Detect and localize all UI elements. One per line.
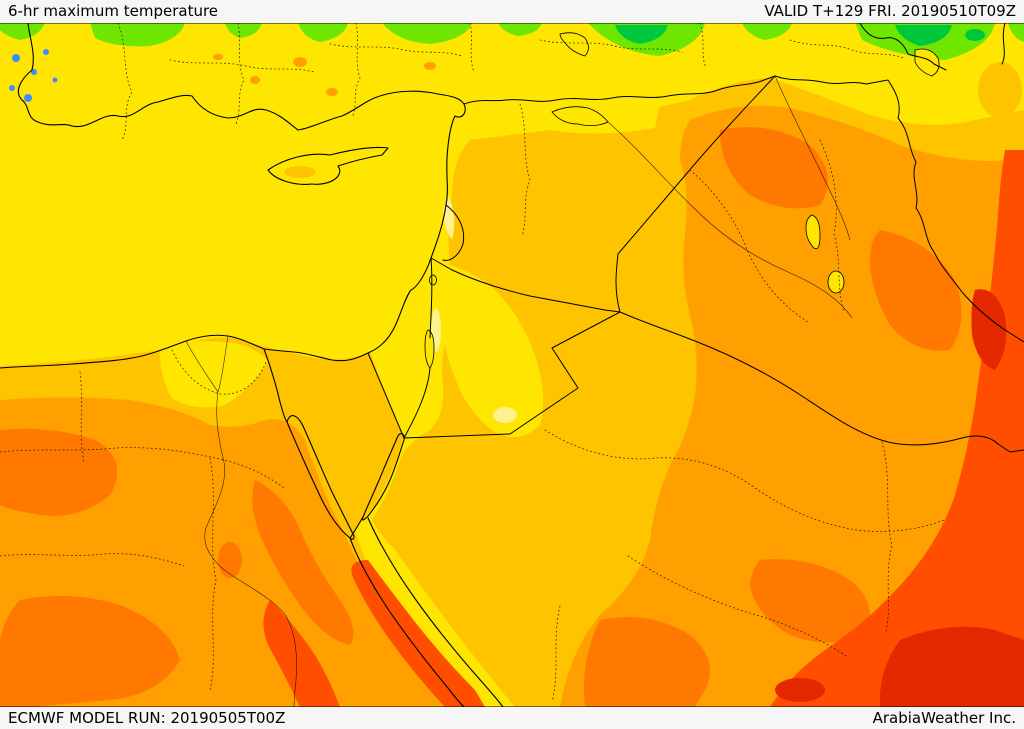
model-run-label: ECMWF MODEL RUN: 20190505T00Z [8, 708, 286, 727]
map-title: 6-hr maximum temperature [8, 2, 219, 20]
footer-bar: ECMWF MODEL RUN: 20190505T00Z ArabiaWeat… [0, 707, 1024, 729]
coastlines [0, 23, 504, 707]
brand-credit-label: ArabiaWeather Inc. [872, 708, 1016, 727]
valid-time-label: VALID T+129 FRI. 20190510T09Z [764, 2, 1016, 20]
country-borders [367, 23, 1024, 453]
header-bar: 6-hr maximum temperature VALID T+129 FRI… [0, 0, 1024, 23]
rivers [185, 75, 853, 707]
lakes [424, 32, 940, 369]
admin-boundaries [0, 23, 945, 703]
temperature-field [0, 23, 1024, 707]
